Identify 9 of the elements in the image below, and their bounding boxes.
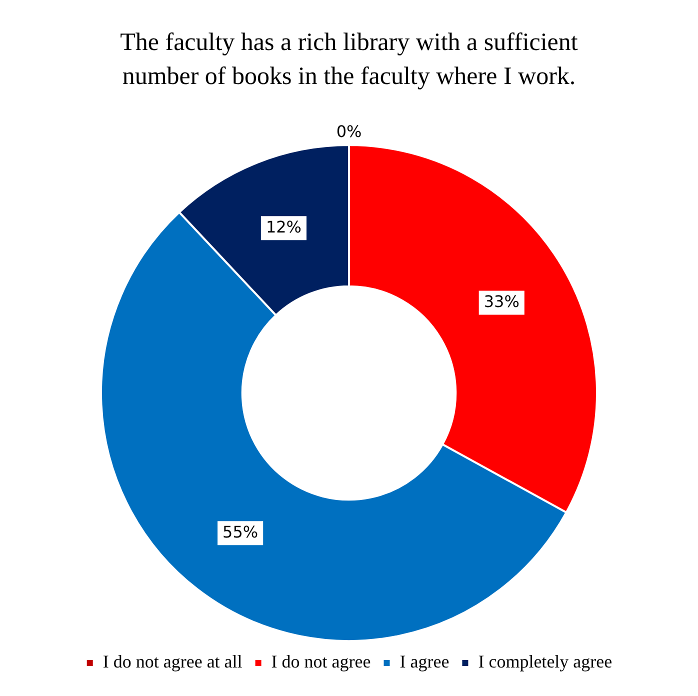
legend-label: I completely agree xyxy=(478,652,612,672)
data-label: 55% xyxy=(222,522,258,542)
legend-label: I do not agree at all xyxy=(102,652,242,672)
data-label: 12% xyxy=(266,217,302,236)
text: 0% xyxy=(336,122,362,142)
data-label: 33% xyxy=(484,292,520,311)
legend-label: I agree xyxy=(400,652,450,672)
legend-label: I do not agree xyxy=(271,652,371,672)
chart-title: The faculty has a rich library with a sufficient number of books in the faculty where I work. xyxy=(120,28,578,92)
